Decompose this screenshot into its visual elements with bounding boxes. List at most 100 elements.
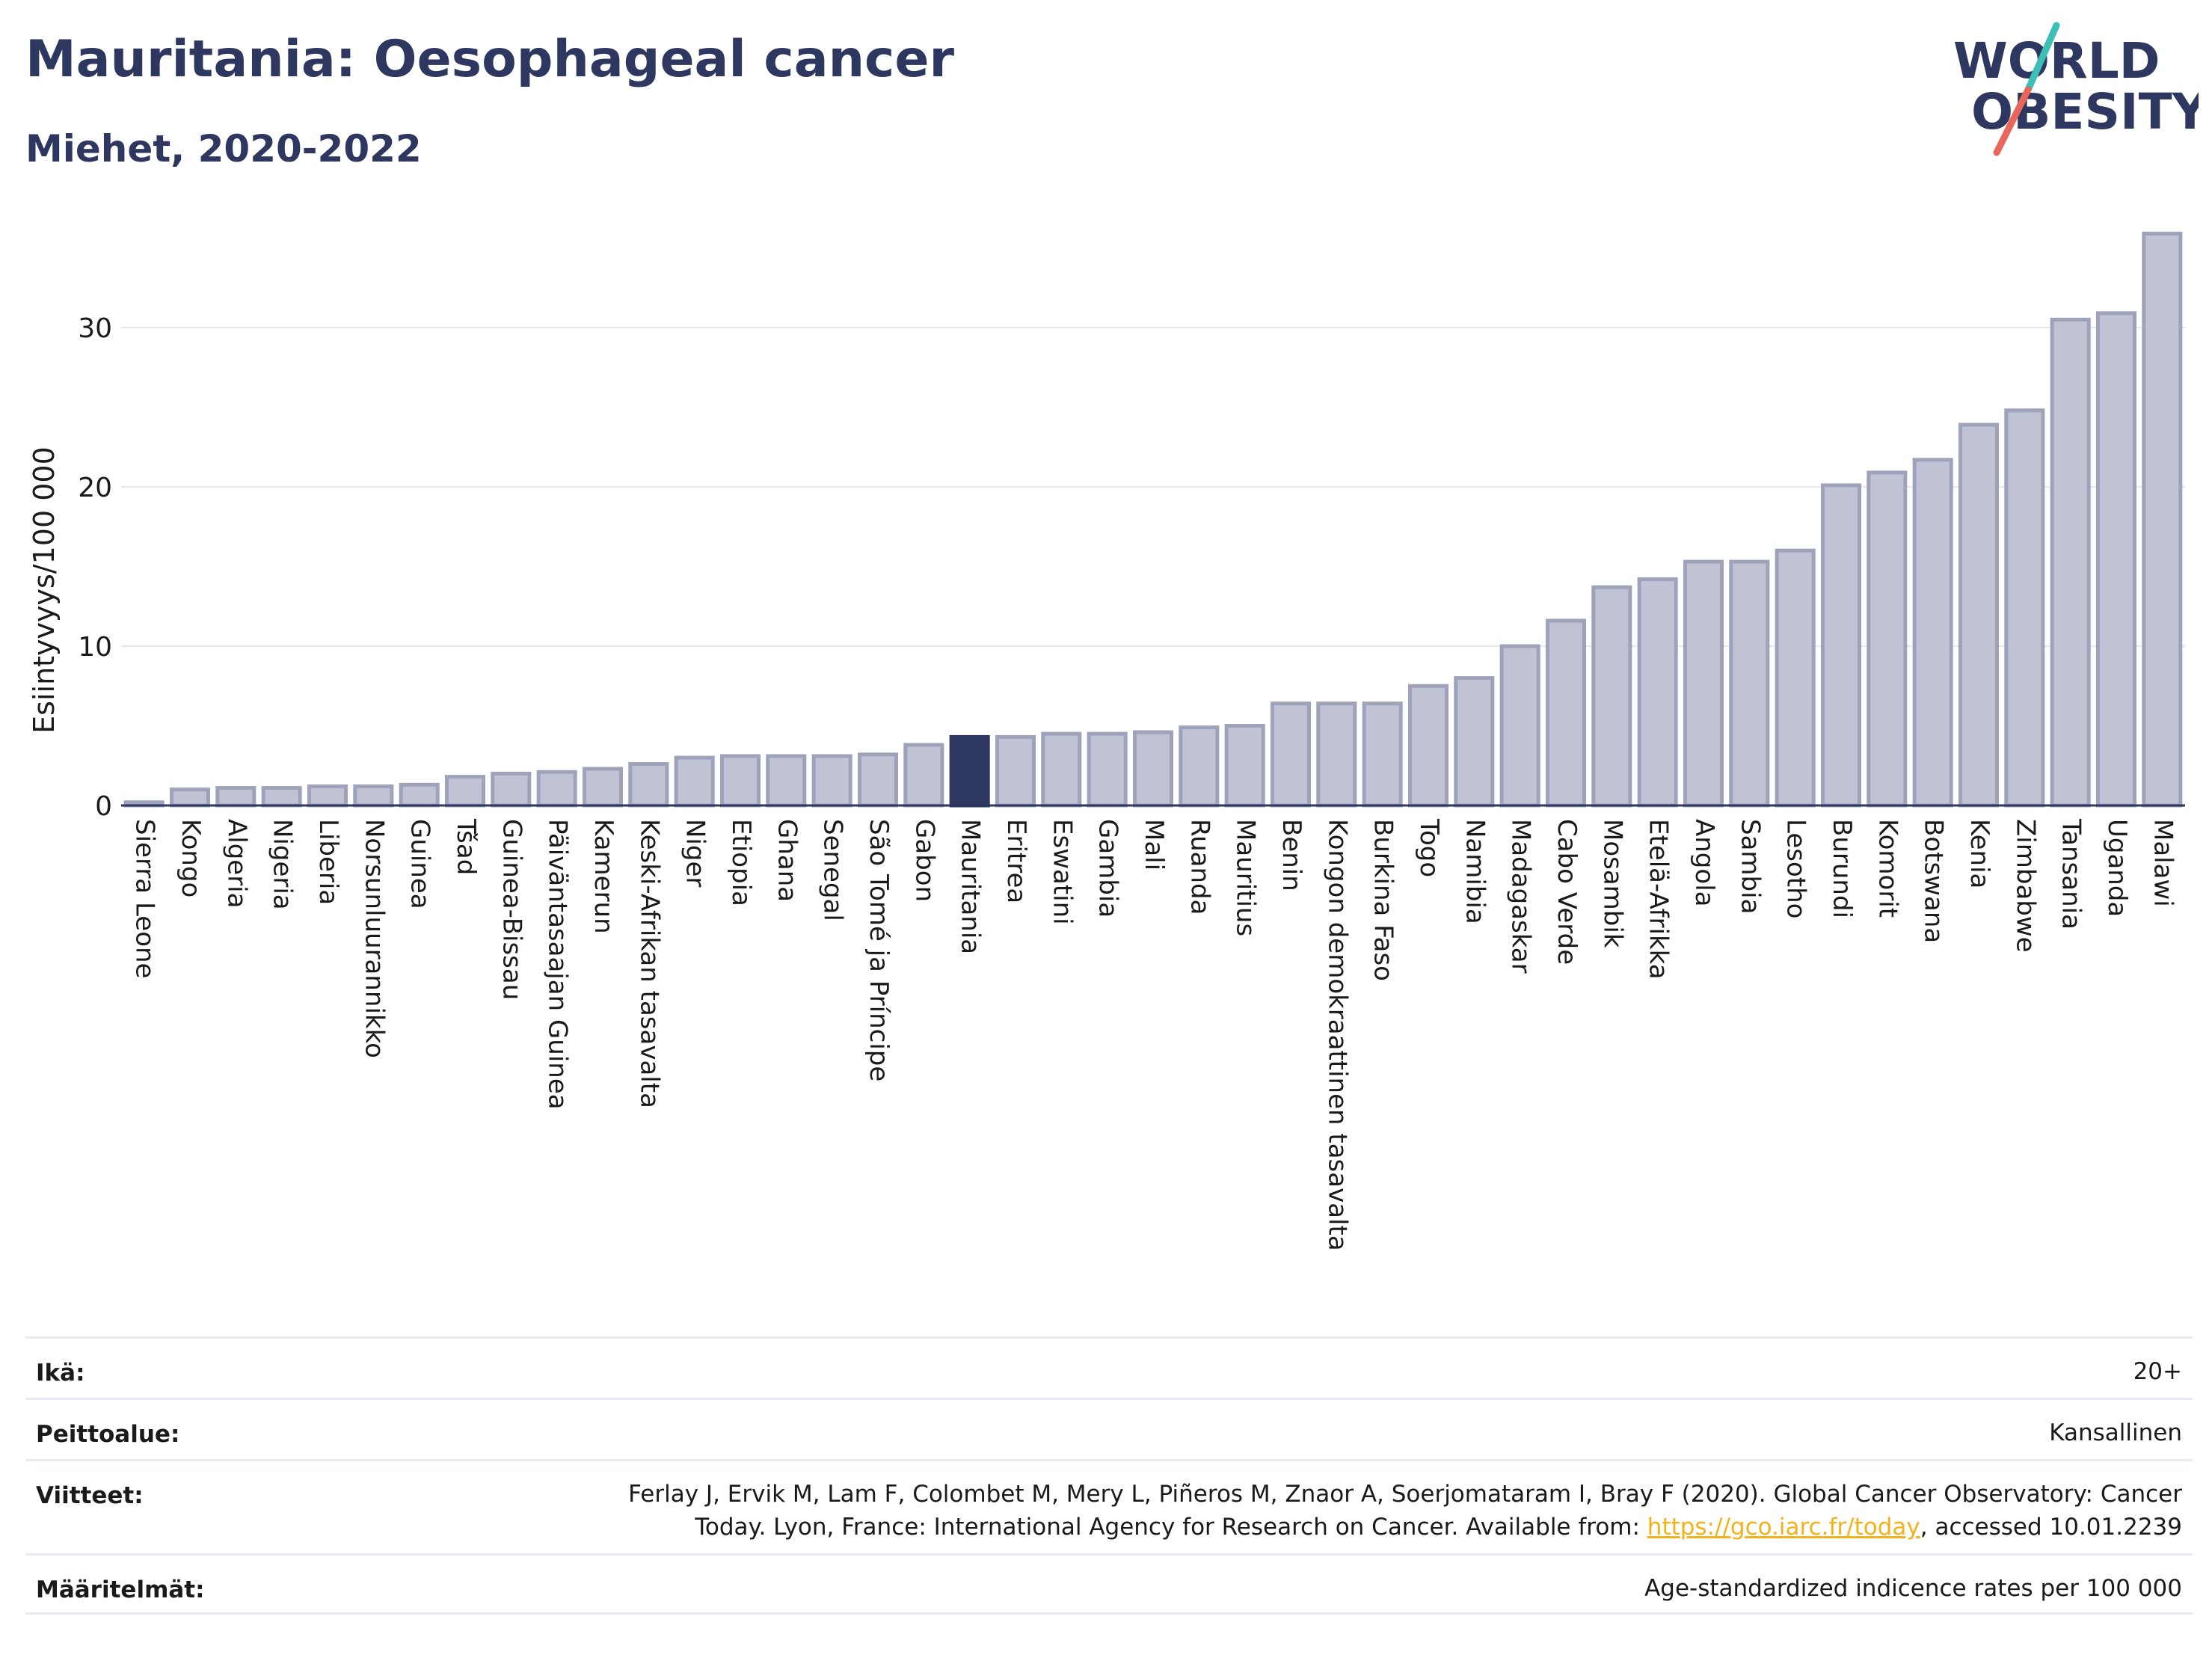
x-tick-label: Togo [1414, 818, 1444, 877]
bar-sambia [1729, 559, 1770, 808]
x-tick-label: Lesotho [1781, 819, 1811, 918]
info-row-age: Ikä: 20+ [25, 1336, 2193, 1398]
bar-chart: 0 10 20 30 Sierra Leone Kongo Algeria Nigeria Li… [28, 231, 2185, 1251]
bar-gabon [903, 743, 944, 808]
x-tick-label: Kongo [176, 819, 206, 897]
x-tick-label: Päiväntasaajan Guinea [543, 819, 573, 1110]
x-tick-label: Etelä-Afrikka [1644, 819, 1674, 980]
x-tick-label: Mosambik [1597, 819, 1627, 948]
x-tick-label: Eritrea [1001, 819, 1031, 903]
x-tick-label: Guinea-Bissau [497, 819, 526, 1000]
x-tick-label: Benin [1276, 819, 1306, 891]
coverage-label: Peittoalue: [36, 1421, 180, 1448]
info-row-definitions: Määritelmät: Age-standardized indicence … [25, 1553, 2193, 1615]
x-tick-label: Algeria [221, 819, 251, 908]
x-tick-label: Liberia [313, 819, 343, 905]
bar-ghana [766, 754, 807, 808]
x-tick-label: Botswana [1919, 819, 1949, 943]
x-tick-label: Sierra Leone [130, 819, 160, 978]
definitions-label: Määritelmät: [36, 1576, 205, 1603]
references-value: Ferlay J, Ervik M, Lam F, Colombet M, Me… [628, 1478, 2182, 1544]
bar-cabo-verde [1545, 618, 1587, 808]
bar-niger [674, 755, 715, 808]
bar-liberia [307, 784, 348, 808]
references-link[interactable]: https://gco.iarc.fr/today [1647, 1514, 1920, 1541]
x-tick-label: Ghana [772, 819, 802, 902]
x-tick-label: Tšad [451, 818, 481, 875]
y-axis-label: Esiintyvyys/100 000 [28, 446, 61, 734]
bar-ruanda [1179, 725, 1220, 808]
logo-slash-red [1993, 86, 2032, 156]
coverage-value: Kansallinen [2049, 1419, 2182, 1446]
bar-botswana [1912, 458, 1953, 808]
y-tick-label: 0 [95, 791, 112, 822]
x-tick-label: Sambia [1735, 819, 1765, 914]
bar-mauritius [1224, 724, 1265, 808]
x-tick-label: Nigeria [268, 819, 298, 910]
y-tick-label: 10 [78, 632, 112, 663]
bars [123, 231, 2183, 808]
bar-burundi [1820, 483, 1862, 808]
references-label: Viitteet: [36, 1482, 144, 1509]
bar-keski-afrikan-tasavalta [628, 762, 669, 808]
bar-eritrea [995, 734, 1036, 808]
x-tick-label: Etiopia [726, 819, 756, 906]
x-tick-label: Kenia [1964, 819, 1994, 888]
bar-etel-afrikka [1637, 577, 1678, 808]
logo-word-world: WORLD [1953, 32, 2160, 90]
x-tick-label: Gabon [909, 819, 939, 902]
bar-nigeria [261, 786, 302, 808]
info-table: Ikä: 20+ Peittoalue: Kansallinen Viittee… [25, 1336, 2193, 1615]
x-tick-label: Ruanda [1185, 819, 1214, 915]
x-tick-label: Norsunluurannikko [359, 819, 389, 1058]
bar-gambia [1087, 731, 1128, 808]
bar-kamerun [582, 767, 624, 808]
x-tick-label: Uganda [2102, 819, 2132, 917]
bar-algeria [215, 786, 256, 808]
bar-togo [1407, 684, 1449, 808]
bar-norsunluurannikko [353, 784, 394, 808]
bar-lesotho [1775, 548, 1816, 808]
world-obesity-logo: WORLD OBESITY [1953, 22, 2199, 156]
bar-benin [1270, 701, 1312, 808]
bar-s-o-tom-ja-pr-ncipe [857, 752, 899, 808]
bar-burkina-faso [1362, 701, 1403, 808]
x-tick-label: Namibia [1460, 819, 1490, 924]
age-value: 20+ [2133, 1358, 2182, 1385]
bar-kenia [1958, 423, 2000, 808]
x-tick-label: Keski-Afrikan tasavalta [634, 819, 664, 1108]
bar-mosambik [1591, 585, 1632, 808]
references-line1: Ferlay J, Ervik M, Lam F, Colombet M, Me… [628, 1481, 2182, 1508]
x-tick-label: Eswatini [1047, 819, 1077, 925]
x-tick-label: Zimbabwe [2010, 819, 2040, 953]
x-tick-label: Senegal [818, 819, 848, 921]
x-tick-label: Tansania [2056, 818, 2086, 930]
x-tick-label: Kamerun [589, 819, 618, 934]
bar-namibia [1454, 676, 1495, 808]
references-line2-post: , accessed 10.01.2239 [1920, 1514, 2182, 1541]
bar-t-ad [444, 775, 486, 808]
bar-zimbabwe [2004, 408, 2045, 808]
info-row-references: Viitteet: Ferlay J, Ervik M, Lam F, Colo… [25, 1459, 2193, 1553]
x-tick-label: Angola [1689, 819, 1719, 906]
x-tick-label: Mauritania [956, 819, 986, 954]
bar-senegal [811, 754, 852, 808]
x-tick-label: Malawi [2148, 819, 2178, 907]
x-tick-label: Guinea [405, 819, 435, 909]
y-tick-label: 30 [78, 313, 112, 344]
age-label: Ikä: [36, 1360, 85, 1387]
bar-eswatini [1041, 731, 1082, 808]
references-line2-pre: Today. Lyon, France: International Agenc… [695, 1514, 1647, 1541]
bar-angola [1683, 559, 1724, 808]
x-tick-label: Mauritius [1231, 819, 1261, 936]
bar-kongon-demokraattinen-tasavalta [1316, 701, 1357, 808]
bar-malawi [2142, 231, 2183, 808]
x-tick-label: Niger [681, 819, 710, 887]
bar-mauritania [949, 734, 990, 808]
x-tick-label: Komorit [1872, 819, 1902, 918]
x-tick-label: Cabo Verde [1552, 819, 1582, 965]
bar-p-iv-ntasaajan-guinea [536, 770, 577, 808]
bar-madagaskar [1499, 644, 1540, 808]
bar-guinea-bissau [491, 771, 532, 808]
y-tick-label: 20 [78, 473, 112, 503]
